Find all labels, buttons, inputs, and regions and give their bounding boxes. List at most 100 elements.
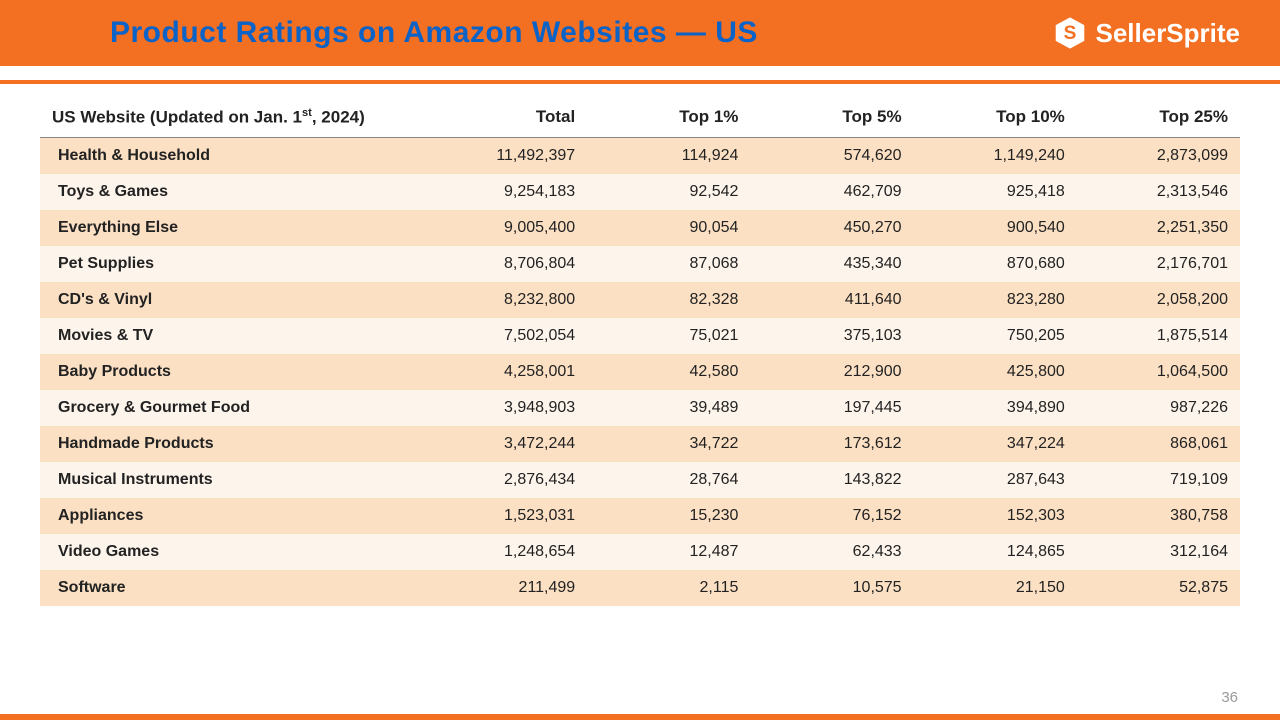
cell-value: 3,472,244: [424, 426, 587, 462]
cell-value: 2,115: [587, 570, 750, 606]
cell-value: 92,542: [587, 174, 750, 210]
cell-category: Movies & TV: [40, 318, 424, 354]
cell-value: 312,164: [1077, 534, 1240, 570]
col-header-category: US Website (Updated on Jan. 1st, 2024): [40, 98, 424, 137]
cell-value: 2,251,350: [1077, 210, 1240, 246]
cell-value: 750,205: [914, 318, 1077, 354]
cell-value: 394,890: [914, 390, 1077, 426]
cell-value: 114,924: [587, 137, 750, 174]
cell-value: 574,620: [750, 137, 913, 174]
cell-value: 87,068: [587, 246, 750, 282]
cell-value: 1,149,240: [914, 137, 1077, 174]
table-container: US Website (Updated on Jan. 1st, 2024) T…: [0, 84, 1280, 606]
cell-value: 450,270: [750, 210, 913, 246]
cell-value: 435,340: [750, 246, 913, 282]
cell-value: 719,109: [1077, 462, 1240, 498]
cell-value: 15,230: [587, 498, 750, 534]
cell-value: 462,709: [750, 174, 913, 210]
table-row: CD's & Vinyl8,232,80082,328411,640823,28…: [40, 282, 1240, 318]
cell-value: 2,176,701: [1077, 246, 1240, 282]
cell-category: Appliances: [40, 498, 424, 534]
cell-value: 173,612: [750, 426, 913, 462]
cell-category: Grocery & Gourmet Food: [40, 390, 424, 426]
table-row: Movies & TV7,502,05475,021375,103750,205…: [40, 318, 1240, 354]
brand-logo: S SellerSprite: [1053, 16, 1240, 50]
col-header: Top 1%: [587, 98, 750, 137]
cell-category: Everything Else: [40, 210, 424, 246]
col-header: Top 25%: [1077, 98, 1240, 137]
cell-value: 152,303: [914, 498, 1077, 534]
table-header-row: US Website (Updated on Jan. 1st, 2024) T…: [40, 98, 1240, 137]
cell-value: 2,876,434: [424, 462, 587, 498]
table-row: Toys & Games9,254,18392,542462,709925,41…: [40, 174, 1240, 210]
ratings-table: US Website (Updated on Jan. 1st, 2024) T…: [40, 98, 1240, 606]
cell-value: 197,445: [750, 390, 913, 426]
table-row: Grocery & Gourmet Food3,948,90339,489197…: [40, 390, 1240, 426]
cell-value: 347,224: [914, 426, 1077, 462]
table-row: Everything Else9,005,40090,054450,270900…: [40, 210, 1240, 246]
cell-value: 52,875: [1077, 570, 1240, 606]
cell-category: Pet Supplies: [40, 246, 424, 282]
cell-value: 823,280: [914, 282, 1077, 318]
cell-value: 124,865: [914, 534, 1077, 570]
cell-value: 925,418: [914, 174, 1077, 210]
footer-bar: [0, 714, 1280, 720]
cell-value: 8,706,804: [424, 246, 587, 282]
cell-value: 39,489: [587, 390, 750, 426]
cell-value: 1,523,031: [424, 498, 587, 534]
cell-value: 10,575: [750, 570, 913, 606]
table-row: Baby Products4,258,00142,580212,900425,8…: [40, 354, 1240, 390]
cell-value: 380,758: [1077, 498, 1240, 534]
cell-value: 425,800: [914, 354, 1077, 390]
table-row: Pet Supplies8,706,80487,068435,340870,68…: [40, 246, 1240, 282]
cell-value: 2,313,546: [1077, 174, 1240, 210]
cell-value: 870,680: [914, 246, 1077, 282]
cell-value: 76,152: [750, 498, 913, 534]
cell-category: Software: [40, 570, 424, 606]
cell-value: 375,103: [750, 318, 913, 354]
cell-value: 28,764: [587, 462, 750, 498]
cell-value: 7,502,054: [424, 318, 587, 354]
cell-category: Handmade Products: [40, 426, 424, 462]
header-sup: st: [302, 107, 312, 119]
cell-value: 3,948,903: [424, 390, 587, 426]
cell-category: Musical Instruments: [40, 462, 424, 498]
cell-category: Baby Products: [40, 354, 424, 390]
cell-value: 2,873,099: [1077, 137, 1240, 174]
cell-value: 62,433: [750, 534, 913, 570]
col-header: Top 10%: [914, 98, 1077, 137]
table-row: Health & Household11,492,397114,924574,6…: [40, 137, 1240, 174]
header-prefix: US Website (Updated on Jan. 1: [52, 108, 302, 127]
cell-value: 82,328: [587, 282, 750, 318]
cell-value: 75,021: [587, 318, 750, 354]
cell-value: 8,232,800: [424, 282, 587, 318]
cell-value: 90,054: [587, 210, 750, 246]
cell-value: 2,058,200: [1077, 282, 1240, 318]
cell-value: 12,487: [587, 534, 750, 570]
table-row: Video Games1,248,65412,48762,433124,8653…: [40, 534, 1240, 570]
table-row: Handmade Products3,472,24434,722173,6123…: [40, 426, 1240, 462]
cell-value: 1,875,514: [1077, 318, 1240, 354]
cell-category: Video Games: [40, 534, 424, 570]
cell-value: 1,248,654: [424, 534, 587, 570]
header-bar: Product Ratings on Amazon Websites — US …: [0, 0, 1280, 66]
cell-value: 211,499: [424, 570, 587, 606]
col-header: Top 5%: [750, 98, 913, 137]
table-row: Musical Instruments2,876,43428,764143,82…: [40, 462, 1240, 498]
cell-value: 212,900: [750, 354, 913, 390]
cell-value: 42,580: [587, 354, 750, 390]
cell-category: Toys & Games: [40, 174, 424, 210]
cell-value: 9,005,400: [424, 210, 587, 246]
page-number: 36: [1221, 689, 1238, 706]
cell-value: 9,254,183: [424, 174, 587, 210]
page-title: Product Ratings on Amazon Websites — US: [110, 16, 758, 50]
cell-value: 21,150: [914, 570, 1077, 606]
brand-text: SellerSprite: [1095, 18, 1240, 49]
brand-hex-icon: S: [1053, 16, 1087, 50]
cell-value: 4,258,001: [424, 354, 587, 390]
header-suffix: , 2024): [312, 108, 365, 127]
col-header: Total: [424, 98, 587, 137]
cell-value: 868,061: [1077, 426, 1240, 462]
cell-value: 987,226: [1077, 390, 1240, 426]
cell-value: 11,492,397: [424, 137, 587, 174]
